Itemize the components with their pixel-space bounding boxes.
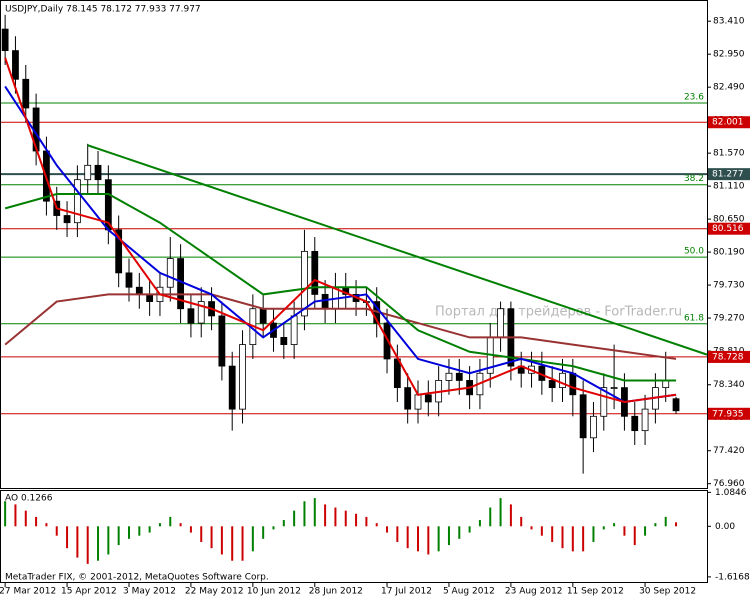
candle-body [12,50,19,80]
candle-body [631,415,639,432]
y-tick-label: 77.420 [713,446,745,456]
candle-body [301,250,308,317]
candle-body [115,229,123,274]
moving-average [4,293,677,360]
candle-body [559,372,566,389]
candle-body [311,250,319,295]
price-tag-label: 80.516 [712,224,744,234]
fib-label: 61.8 [684,313,704,323]
candle-body [125,272,133,288]
candle-body [228,365,236,410]
x-tick-label: 3 May 2012 [123,587,176,597]
y-tick-label: 79.730 [713,281,745,291]
x-tick-label: 28 Jun 2012 [309,587,363,597]
candle-body [73,179,81,224]
y-tick-label: -1.6168 [715,572,750,582]
price-tag-label: 82.001 [712,118,744,128]
price-tag-label: 77.935 [712,409,744,419]
x-tick-label: 15 Apr 2012 [61,587,117,597]
candle-body [579,394,587,439]
candle-body [404,387,412,410]
candle-body [166,258,174,288]
y-tick-label: 80.650 [713,215,745,225]
y-tick-label: 82.490 [713,83,745,93]
fib-label: 50.0 [684,247,704,257]
y-tick-label: 81.110 [713,182,745,192]
y-tick-label: 0.00 [715,522,735,532]
price-tag-label: 81.277 [712,170,744,180]
indicator-panel [0,490,708,583]
candle-body [84,164,92,181]
fib-label: 38.2 [684,174,704,184]
y-tick-label: 76.960 [713,479,745,489]
price-tag-label: 78.728 [712,352,744,362]
candle-body [290,315,298,345]
x-tick-label: 30 Sep 2012 [639,587,696,597]
candle-body [135,286,143,295]
candle-body [610,387,618,390]
candle-body [662,380,670,389]
y-tick-label: 78.340 [713,380,745,390]
candle-body [590,415,597,439]
y-tick-label: 83.410 [713,17,745,27]
y-tick-label: 82.950 [713,50,745,60]
candle-body [22,78,30,109]
indicator-title: AO 0.1266 [5,494,53,504]
candle-body [187,308,195,324]
candle-body [424,394,432,403]
trendline [87,144,708,356]
candle-body [383,322,391,360]
candle-body [146,293,154,302]
x-tick-label: 11 Sep 2012 [567,587,624,597]
x-tick-label: 17 Jul 2012 [381,587,432,597]
moving-average [4,85,677,403]
candle-body [672,398,680,412]
watermark: Портал для трейдеров - ForTrader.ru [435,305,682,320]
candle-body [94,164,102,181]
candle-body [455,372,463,381]
price-tag [708,350,750,363]
price-tag [708,168,750,181]
candle-body [445,372,453,381]
candle-body [641,408,649,432]
moving-average [4,193,677,382]
y-tick-label: 79.270 [713,314,745,324]
price-tag [708,116,750,129]
candle-body [259,308,267,324]
candle-body [239,344,246,410]
x-tick-label: 22 May 2012 [185,587,244,597]
candle-body [548,380,556,389]
candle-body [497,308,504,338]
x-tick-label: 5 Aug 2012 [443,587,495,597]
chart-title: USDJPY,Daily 78.145 78.172 77.933 77.977 [5,5,201,15]
footer: MetaTrader FIX, © 2001-2012, MetaQuotes … [5,573,269,583]
candle-body [197,301,205,324]
fib-label: 23.6 [684,92,704,102]
candle-body [321,293,329,310]
candle-body [1,28,9,52]
candle-body [63,215,71,224]
candle-body [569,372,577,396]
price-tag [708,222,750,235]
candle-body [218,315,226,367]
x-tick-label: 23 Aug 2012 [505,587,563,597]
y-tick-label: 1.0846 [715,488,747,498]
x-tick-label: 10 Jun 2012 [247,587,301,597]
price-tag [708,407,750,420]
y-tick-label: 80.190 [713,248,745,258]
x-tick-label: 27 Mar 2012 [0,587,56,597]
candle-body [600,387,608,417]
y-tick-label: 81.570 [713,149,745,159]
moving-average [4,57,677,403]
candle-body [414,394,422,410]
candle-body [280,337,288,345]
